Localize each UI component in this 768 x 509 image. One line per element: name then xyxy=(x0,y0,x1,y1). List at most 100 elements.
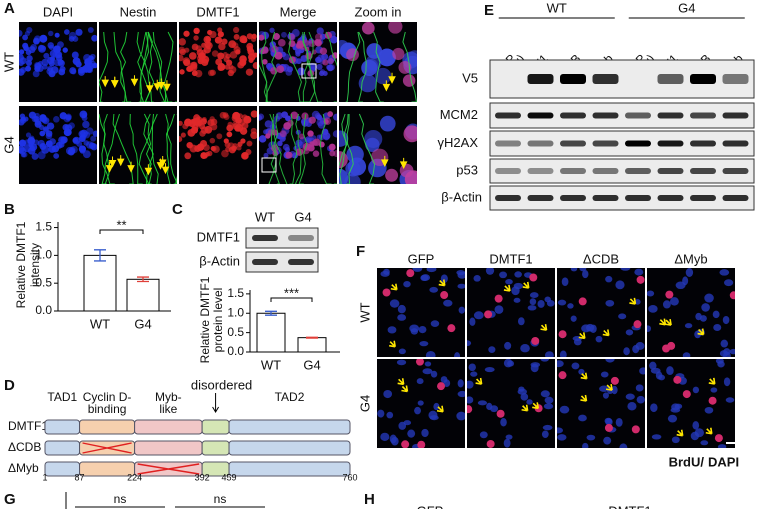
arrow xyxy=(697,328,705,336)
band xyxy=(722,195,749,201)
cell xyxy=(301,112,309,120)
fiber xyxy=(358,113,376,184)
cell xyxy=(484,310,493,319)
cell xyxy=(329,150,336,157)
arrow xyxy=(157,78,166,90)
cell xyxy=(281,31,287,38)
cell xyxy=(469,317,476,326)
cell xyxy=(582,270,589,279)
cell xyxy=(422,368,433,375)
cell xyxy=(224,141,231,148)
cell xyxy=(82,120,90,129)
cell xyxy=(60,137,67,144)
cell xyxy=(275,112,283,120)
cell xyxy=(605,359,615,363)
zoom-box xyxy=(301,63,317,79)
fiber xyxy=(147,31,173,102)
cell xyxy=(53,59,61,67)
cell xyxy=(692,386,700,394)
cell xyxy=(319,69,326,75)
cell xyxy=(262,58,268,65)
panel-letter: C xyxy=(172,201,183,218)
cell xyxy=(570,315,577,322)
band xyxy=(288,235,314,241)
cell xyxy=(316,63,323,71)
cell xyxy=(91,34,97,42)
cell xyxy=(544,396,554,404)
cell xyxy=(623,347,630,356)
cell xyxy=(669,297,679,306)
cell xyxy=(682,276,689,286)
cell xyxy=(226,131,233,138)
legend-label: BrdU/ xyxy=(669,454,705,469)
cell xyxy=(41,145,50,154)
fiber xyxy=(113,31,132,102)
band xyxy=(625,195,651,201)
cell xyxy=(237,141,243,147)
cell xyxy=(179,38,186,46)
cell xyxy=(92,130,97,137)
cell xyxy=(42,127,50,134)
cell xyxy=(650,403,658,413)
arrow xyxy=(522,281,530,289)
cell xyxy=(48,30,54,37)
cell xyxy=(470,371,478,377)
band xyxy=(722,74,749,84)
cell xyxy=(92,62,97,69)
cell xyxy=(184,152,192,160)
cell xyxy=(284,146,291,153)
cell xyxy=(242,152,248,159)
cell xyxy=(319,47,328,55)
position-label: 224 xyxy=(127,472,142,482)
cell xyxy=(62,47,68,53)
cell xyxy=(443,299,453,307)
cell xyxy=(456,269,465,276)
cell xyxy=(83,140,90,146)
cell xyxy=(611,385,618,395)
cell xyxy=(180,132,186,138)
band xyxy=(657,74,684,84)
fiber xyxy=(129,113,143,184)
cell xyxy=(246,33,253,40)
construct-label: ΔMyb xyxy=(8,461,39,475)
cell xyxy=(529,292,539,299)
cell xyxy=(595,335,603,343)
cell xyxy=(520,343,530,353)
micrograph xyxy=(467,268,555,357)
cell xyxy=(404,170,417,184)
panel-letter: H xyxy=(364,491,375,508)
cell xyxy=(605,418,613,426)
cell xyxy=(29,143,38,151)
cell xyxy=(269,27,275,33)
cell xyxy=(259,113,265,120)
row-label: V5 xyxy=(462,70,478,85)
cell xyxy=(557,427,564,434)
arrow xyxy=(390,283,398,291)
cell xyxy=(194,145,202,153)
arrow xyxy=(389,340,396,348)
image-bg xyxy=(557,268,645,357)
cell xyxy=(191,43,199,51)
cell xyxy=(19,29,23,37)
cell xyxy=(361,59,378,76)
column-header: DMTF1 xyxy=(196,4,239,19)
panel-letter: G xyxy=(4,491,16,508)
arrow xyxy=(380,155,389,167)
cell xyxy=(339,40,350,55)
bar xyxy=(126,278,160,312)
cell xyxy=(658,374,666,381)
cell xyxy=(457,390,465,398)
cell xyxy=(714,434,723,443)
band xyxy=(527,74,554,84)
cell xyxy=(216,133,223,140)
arrow xyxy=(580,372,588,380)
fiber xyxy=(99,113,110,184)
column-header: DAPI xyxy=(43,4,73,19)
cell xyxy=(277,140,283,147)
cell xyxy=(513,297,521,303)
fiber xyxy=(345,31,361,102)
cell xyxy=(247,48,255,56)
cell xyxy=(468,363,476,372)
cell xyxy=(386,411,394,419)
cell xyxy=(467,340,472,347)
